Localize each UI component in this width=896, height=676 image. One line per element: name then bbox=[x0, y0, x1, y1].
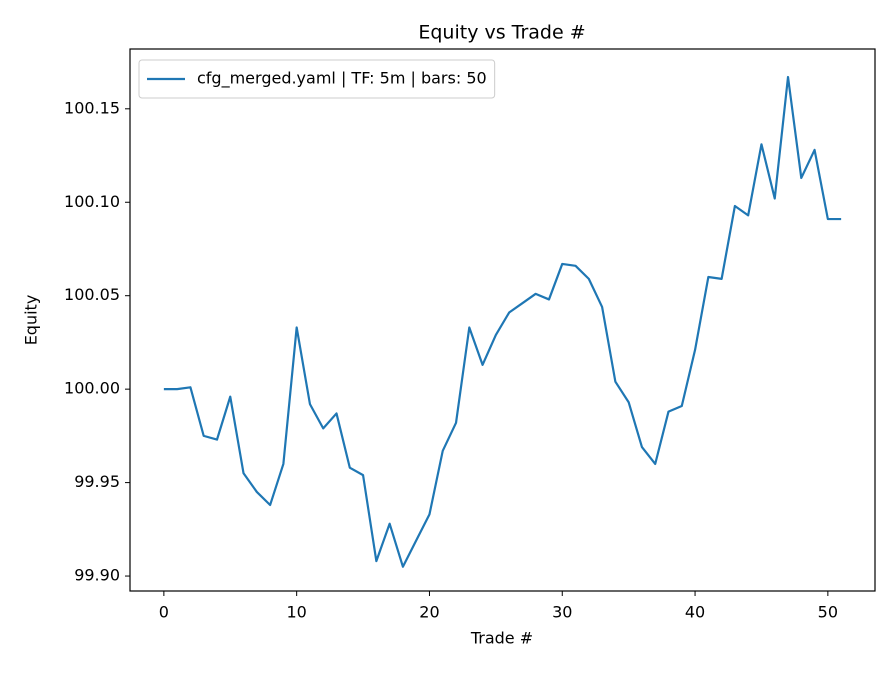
chart-title: Equity vs Trade # bbox=[418, 22, 585, 44]
x-axis-label: Trade # bbox=[470, 629, 533, 648]
plot-frame bbox=[129, 48, 876, 592]
y-tick-label: 100.10 bbox=[64, 192, 120, 211]
y-tick-label: 100.15 bbox=[64, 98, 120, 117]
y-tick-label: 100.00 bbox=[64, 379, 120, 398]
x-tick-label: 0 bbox=[159, 603, 169, 622]
x-tick-label: 10 bbox=[286, 603, 306, 622]
x-tick-label: 40 bbox=[685, 603, 705, 622]
y-axis-label: Equity bbox=[22, 295, 41, 346]
x-tick-label: 50 bbox=[818, 603, 838, 622]
legend-label: cfg_merged.yaml | TF: 5m | bars: 50 bbox=[197, 69, 487, 89]
y-tick-label: 99.95 bbox=[74, 472, 120, 491]
line bbox=[163, 75, 842, 568]
y-tick-label: 99.90 bbox=[74, 566, 120, 585]
x-tick-label: 30 bbox=[552, 603, 572, 622]
x-tick-label: 20 bbox=[419, 603, 439, 622]
legend-box bbox=[138, 59, 496, 99]
y-tick-label: 100.05 bbox=[64, 285, 120, 304]
